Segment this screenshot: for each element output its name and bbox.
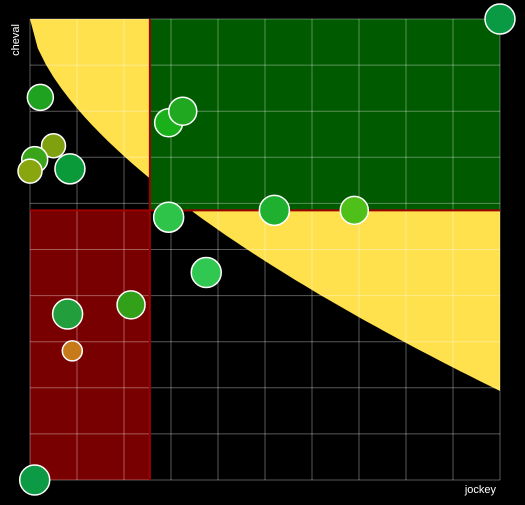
data-point [152, 201, 185, 233]
data-point [116, 290, 146, 320]
y-axis-label: cheval [10, 24, 22, 56]
bottom-left-region [30, 210, 150, 480]
data-point [339, 195, 370, 226]
data-point [26, 83, 55, 112]
top-right-region [149, 19, 500, 211]
data-point [54, 153, 86, 185]
data-point [168, 96, 198, 126]
data-point [18, 464, 51, 496]
data-point [484, 3, 516, 35]
x-axis-label: jockey [464, 484, 497, 496]
data-point [61, 340, 84, 362]
grid-layer [29, 18, 501, 481]
data-point [258, 194, 291, 227]
data-point [17, 158, 43, 184]
data-point [51, 298, 84, 330]
data-point [40, 133, 67, 159]
data-point [190, 256, 222, 289]
points-layer [17, 3, 516, 496]
